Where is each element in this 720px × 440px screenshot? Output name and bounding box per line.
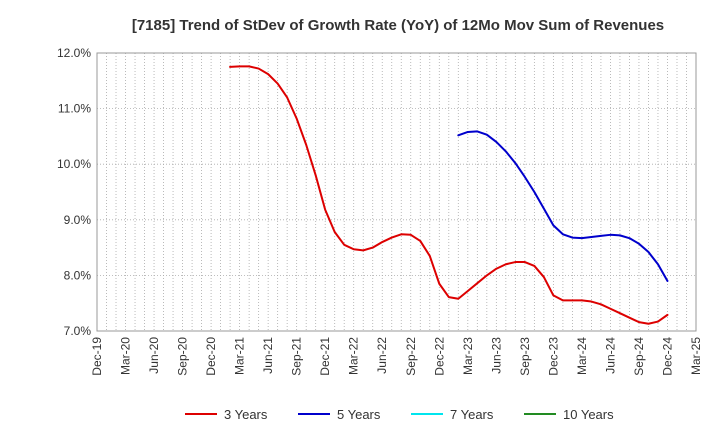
x-tick-label: Jun-24 — [603, 337, 617, 374]
x-tick-label: Jun-20 — [147, 337, 161, 374]
x-tick-label: Sep-23 — [518, 337, 532, 376]
x-tick-label: Mar-21 — [233, 337, 247, 375]
series-lines — [229, 65, 669, 325]
legend-label-5-years: 5 Years — [337, 407, 381, 422]
x-tick-label: Sep-21 — [290, 337, 304, 376]
x-tick-label: Mar-24 — [575, 337, 589, 375]
legend-label-3-years: 3 Years — [224, 407, 268, 422]
legend-label-10-years: 10 Years — [563, 407, 614, 422]
x-tick-label: Dec-24 — [660, 337, 674, 376]
chart-title: [7185] Trend of StDev of Growth Rate (Yo… — [132, 17, 664, 34]
legend-item-7-years: 7 Years — [411, 407, 494, 422]
legend: 3 Years 5 Years 7 Years 10 Years — [185, 407, 614, 422]
series-line-5-years — [457, 130, 669, 282]
x-tick-label: Jun-23 — [489, 337, 503, 374]
legend-label-7-years: 7 Years — [450, 407, 494, 422]
legend-item-10-years: 10 Years — [524, 407, 614, 422]
y-tick-label: 8.0% — [64, 268, 92, 282]
y-tick-label: 7.0% — [64, 324, 92, 338]
x-tick-label: Jun-21 — [261, 337, 275, 374]
y-tick-label: 9.0% — [64, 213, 92, 227]
x-axis-tick-labels: Dec-19 Mar-20 Jun-20 Sep-20 Dec-20 Mar-21 Jun-… — [90, 337, 703, 376]
y-tick-label: 10.0% — [57, 157, 91, 171]
y-tick-label: 12.0% — [57, 46, 91, 60]
x-tick-label: Dec-19 — [90, 337, 104, 376]
x-tick-label: Mar-23 — [461, 337, 475, 375]
y-axis-tick-labels: 7.0% 8.0% 9.0% 10.0% 11.0% 12.0% — [57, 46, 91, 338]
x-tick-label: Dec-23 — [546, 337, 560, 376]
x-tick-label: Dec-22 — [432, 337, 446, 376]
x-tick-label: Jun-22 — [375, 337, 389, 374]
x-tick-label: Sep-24 — [632, 337, 646, 376]
legend-item-5-years: 5 Years — [298, 407, 381, 422]
y-tick-label: 11.0% — [58, 102, 91, 116]
x-tick-label: Sep-20 — [176, 337, 190, 376]
plot-area-frame — [96, 52, 697, 332]
legend-item-3-years: 3 Years — [185, 407, 268, 422]
horizontal-gridlines — [97, 108, 696, 276]
x-tick-label: Mar-22 — [347, 337, 361, 375]
x-tick-label: Sep-22 — [404, 337, 418, 376]
vertical-gridlines — [106, 53, 687, 331]
x-tick-label: Dec-21 — [318, 337, 332, 376]
series-line-3-years — [229, 65, 669, 325]
x-tick-label: Mar-25 — [689, 337, 703, 375]
x-tick-label: Dec-20 — [204, 337, 218, 376]
x-tick-label: Mar-20 — [119, 337, 133, 375]
